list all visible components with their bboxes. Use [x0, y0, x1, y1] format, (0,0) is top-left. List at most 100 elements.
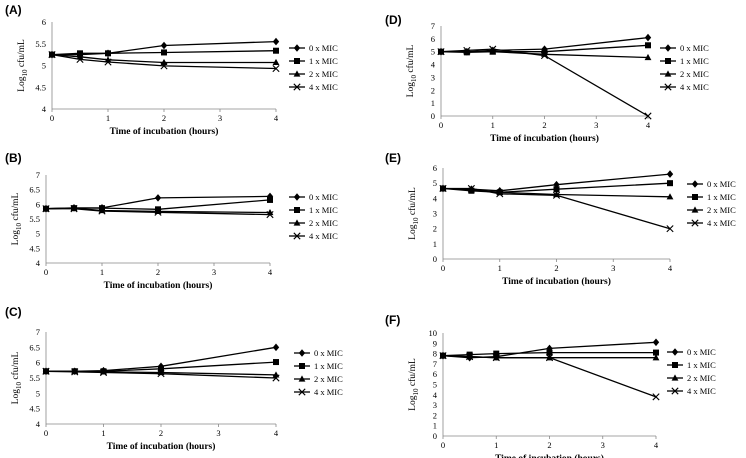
series-line	[442, 355, 657, 398]
x-tick-label: 1	[498, 263, 502, 273]
x-axis-title: Time of incubation (hours)	[490, 133, 599, 144]
y-tick-label: 4.5	[29, 243, 40, 253]
data-point	[492, 354, 500, 362]
y-tick-label: 5.5	[29, 214, 40, 224]
legend-label: 2 x MIC	[309, 69, 338, 79]
y-tick-label: 5	[431, 47, 435, 57]
y-tick-label: 1	[433, 239, 437, 249]
data-point	[272, 343, 280, 352]
panel-label: (F)	[385, 313, 400, 327]
data-point	[644, 33, 652, 42]
legend-marker	[671, 387, 679, 395]
panel-label: (B)	[5, 151, 22, 165]
legend-label: 2 x MIC	[687, 373, 716, 383]
y-tick-label: 6.5	[29, 185, 40, 195]
y-tick-label: 1	[431, 98, 435, 108]
data-point	[552, 191, 561, 199]
y-axis-title: Log10 cfu/mL	[16, 39, 29, 92]
legend-label: 1 x MIC	[707, 192, 736, 202]
x-axis-title: Time of incubation (hours)	[107, 441, 216, 452]
data-point	[467, 184, 475, 193]
x-tick-label: 3	[594, 120, 598, 130]
y-tick-label: 4	[431, 60, 436, 70]
legend-marker	[294, 58, 300, 64]
legend-label: 2 x MIC	[314, 374, 343, 384]
legend-marker	[294, 207, 300, 213]
legend: 0 x MIC 1 x MIC 2 x MIC 4 x MIC	[294, 348, 343, 397]
data-point	[161, 49, 167, 56]
x-tick-label: 0	[50, 113, 54, 123]
x-axis-title: Time of incubation (hours)	[104, 280, 213, 291]
x-tick-label: 4	[646, 120, 651, 130]
data-point	[644, 112, 652, 120]
y-tick-label: 0	[433, 431, 437, 441]
legend: 0 x MIC 1 x MIC 2 x MIC 4 x MIC	[687, 179, 736, 228]
y-tick-label: 3	[433, 209, 437, 219]
x-tick-label: 1	[491, 120, 495, 130]
y-tick-label: 4	[433, 390, 438, 400]
y-tick-label: 1	[433, 421, 437, 431]
series-line	[440, 48, 649, 117]
legend-marker	[691, 219, 699, 227]
y-tick-label: 5	[433, 380, 437, 390]
x-axis-title: Time of incubation (hours)	[110, 126, 219, 137]
legend-marker	[293, 193, 301, 201]
legend-label: 4 x MIC	[309, 82, 338, 92]
panel-label: (E)	[385, 151, 401, 165]
legend-label: 1 x MIC	[309, 56, 338, 66]
data-point	[104, 58, 112, 66]
y-tick-label: 0	[433, 254, 437, 264]
data-point	[272, 64, 280, 73]
y-tick-label: 4.5	[29, 404, 40, 414]
x-tick-label: 1	[101, 428, 105, 438]
y-axis-title: Log10 cfu/mL	[407, 187, 420, 240]
data-point	[666, 193, 674, 200]
legend-label: 0 x MIC	[314, 348, 343, 358]
legend-label: 4 x MIC	[309, 231, 338, 241]
x-tick-label: 3	[218, 113, 222, 123]
legend-label: 0 x MIC	[687, 347, 716, 357]
legend: 0 x MIC 1 x MIC 2 x MIC 4 x MIC	[289, 43, 338, 92]
data-point	[545, 354, 554, 362]
data-point	[272, 37, 280, 46]
x-tick-label: 1	[106, 113, 110, 123]
panel-label: (C)	[5, 305, 22, 319]
y-tick-label: 7	[433, 359, 437, 369]
data-point	[154, 194, 162, 202]
x-tick-label: 3	[212, 267, 216, 277]
data-point	[652, 338, 660, 347]
y-tick-label: 2	[431, 85, 435, 95]
data-point	[466, 353, 474, 361]
y-tick-label: 3	[433, 400, 437, 410]
y-tick-label: 2	[433, 224, 437, 234]
legend-marker	[298, 375, 306, 382]
data-point	[652, 393, 660, 401]
y-tick-label: 0	[431, 111, 435, 121]
legend-label: 2 x MIC	[707, 205, 736, 215]
data-point	[48, 51, 56, 59]
legend-marker	[691, 180, 699, 188]
chart-panel: (A) 4 4.5 5 5.5 6 0 1 2 3 4 Time of incubation (hou…	[5, 3, 338, 137]
y-tick-label: 8	[433, 349, 437, 359]
data-point	[439, 184, 447, 193]
legend-marker	[671, 374, 679, 381]
x-tick-label: 4	[668, 263, 673, 273]
data-point	[652, 354, 660, 361]
y-tick-label: 7	[36, 170, 40, 180]
legend-label: 2 x MIC	[309, 218, 338, 228]
data-point	[158, 365, 164, 372]
legend-label: 0 x MIC	[707, 179, 736, 189]
data-point	[273, 47, 279, 54]
x-tick-label: 2	[156, 267, 160, 277]
legend-marker	[293, 70, 301, 77]
y-tick-label: 4	[42, 104, 47, 114]
panel-label: (A)	[5, 3, 22, 17]
data-point	[553, 186, 560, 193]
y-tick-label: 6	[36, 199, 40, 209]
data-point	[273, 359, 279, 366]
chart-panel: (C) 4 4.5 5 5.5 6 6.5 7 0 1 2 3 4 Time of incubation …	[5, 305, 343, 452]
y-tick-label: 4.5	[35, 82, 46, 92]
chart-panel: (E) 0 1 2 3 4 5 6 0 1 2 3 4 Time of incubation (hours…	[385, 151, 736, 287]
legend: 0 x MIC 1 x MIC 2 x MIC 4 x MIC	[660, 43, 709, 92]
